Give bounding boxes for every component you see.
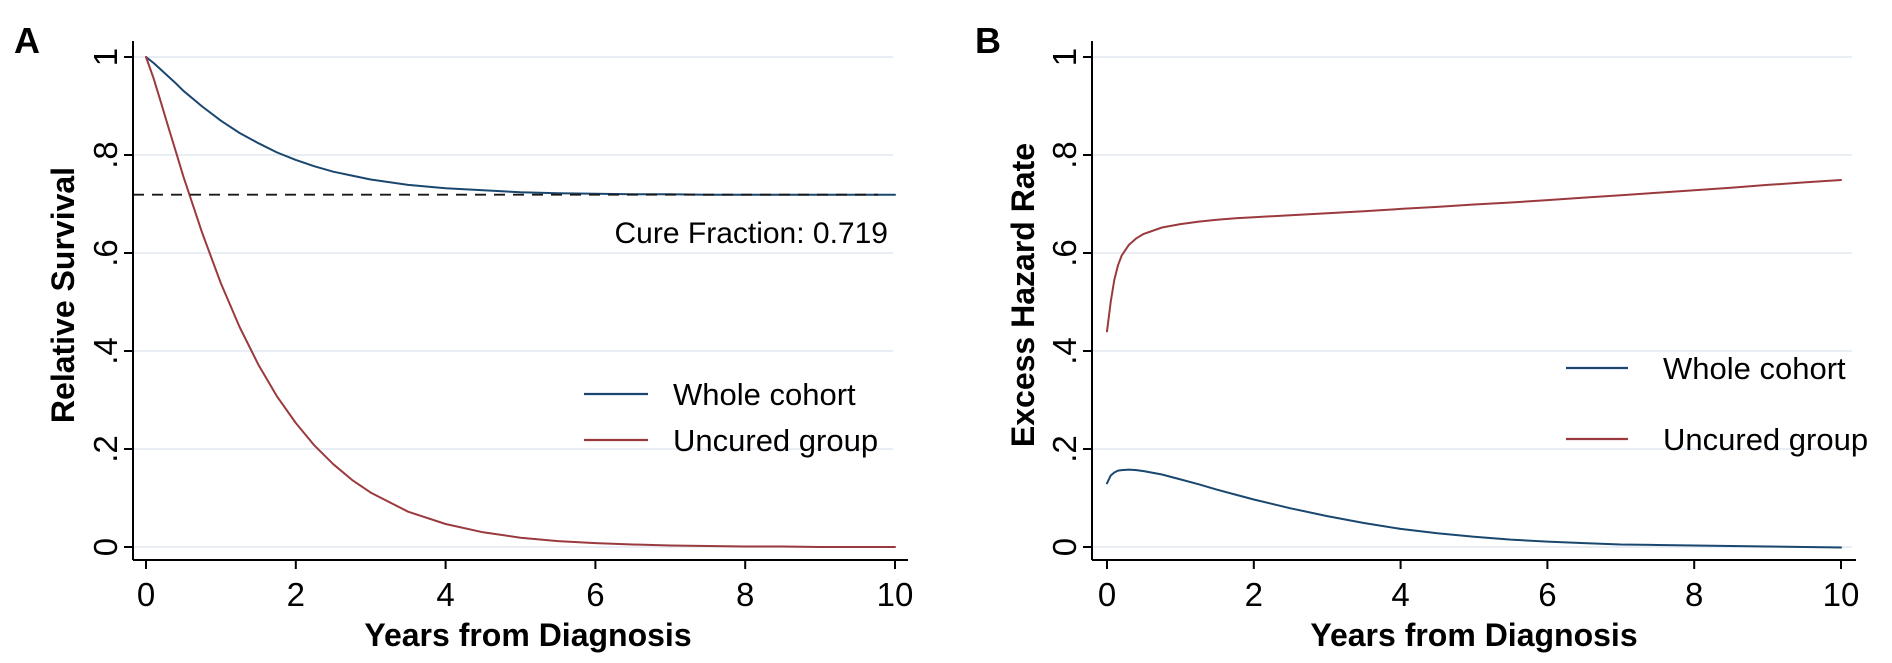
legend-label: Whole cohort [1663, 351, 1846, 386]
whole-cohort-curve [1106, 468, 1842, 549]
x-tick-label: 0 [1098, 576, 1116, 613]
x-tick-label: 6 [586, 576, 604, 613]
panel-a-y-axis-title: Relative Survival [45, 167, 81, 423]
panel-a-x-axis-title: Years from Diagnosis [364, 617, 691, 653]
panel-b-curves [1106, 179, 1842, 549]
panel-a-legend: Whole cohort Uncured group [584, 377, 878, 458]
uncured-group-curve [145, 56, 896, 548]
x-tick-label: 4 [1391, 576, 1409, 613]
panel-b-legend: Whole cohort Uncured group [1566, 351, 1868, 457]
panel-b-y-axis-title: Excess Hazard Rate [1005, 143, 1041, 447]
x-tick-label: 8 [1685, 576, 1703, 613]
panel-a-axes: 0.2.4.6.810 2 4 6 8 10 [87, 41, 913, 613]
panel-a-letter: A [14, 20, 40, 61]
y-tick-label: 0 [87, 538, 124, 556]
uncured-group-curve [1106, 179, 1842, 333]
y-tick-label: .4 [1046, 337, 1083, 365]
cure-fraction-annotation: Cure Fraction: 0.719 [615, 217, 888, 250]
y-tick-label: .2 [1046, 435, 1083, 463]
panel-b-gridlines [1092, 56, 1852, 548]
y-tick-label: .8 [1046, 141, 1083, 169]
y-tick-label: .8 [87, 141, 124, 169]
y-tick-label: 1 [1046, 48, 1083, 66]
x-tick-label: 4 [436, 576, 454, 613]
x-tick-label: 0 [137, 576, 155, 613]
x-tick-label: 10 [1823, 576, 1860, 613]
legend-label: Whole cohort [673, 377, 856, 412]
y-tick-label: .4 [87, 337, 124, 365]
x-tick-label: 2 [287, 576, 305, 613]
x-tick-label: 2 [1245, 576, 1263, 613]
x-tick-label: 8 [736, 576, 754, 613]
legend-label: Uncured group [1663, 422, 1868, 457]
panel-a-curves [145, 56, 896, 548]
panel-b-letter: B [975, 20, 1001, 61]
panel-b-x-axis-title: Years from Diagnosis [1310, 617, 1637, 653]
y-tick-label: .6 [1046, 239, 1083, 267]
y-tick-label: .2 [87, 435, 124, 463]
x-tick-label: 10 [877, 576, 914, 613]
legend-label: Uncured group [673, 423, 878, 458]
y-tick-label: .6 [87, 239, 124, 267]
panel-b-axes: 0.2.4.6.810 2 4 6 8 10 [1046, 41, 1859, 613]
whole-cohort-curve [145, 56, 896, 196]
y-tick-label: 0 [1046, 538, 1083, 556]
x-tick-label: 6 [1538, 576, 1556, 613]
y-tick-label: 1 [87, 48, 124, 66]
